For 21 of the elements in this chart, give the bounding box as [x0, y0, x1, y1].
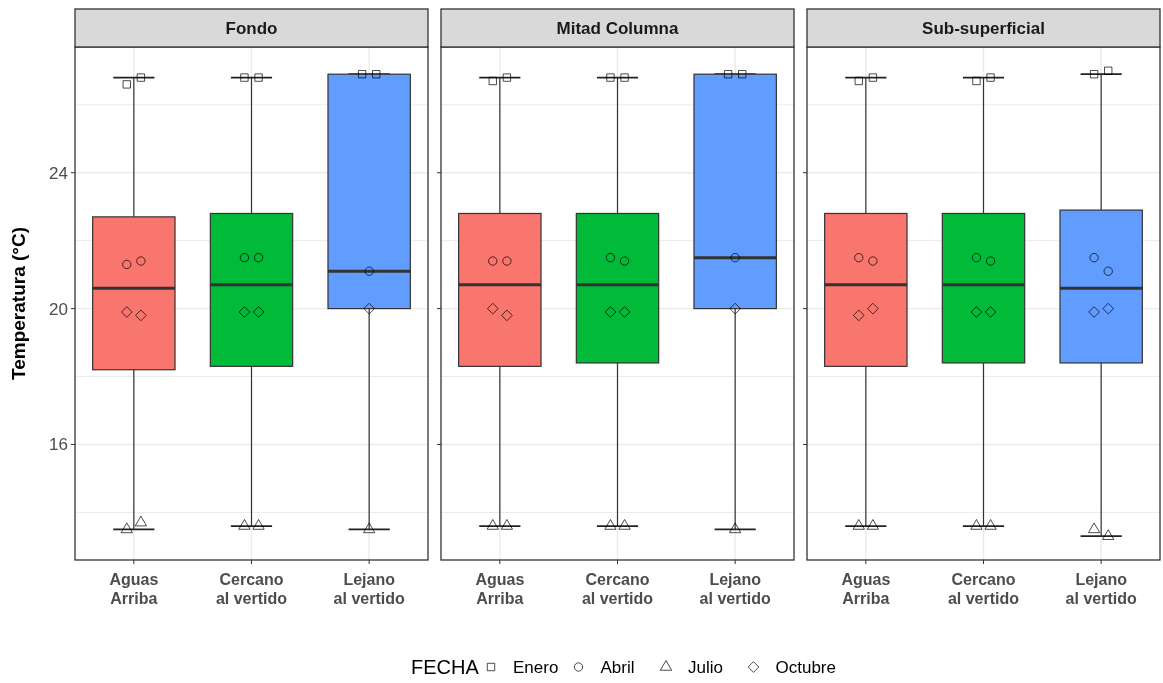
legend-label: Abril	[600, 658, 635, 677]
y-tick-label: 24	[49, 163, 68, 183]
legend-title: FECHA	[411, 656, 480, 678]
y-axis-title: Temperatura (°C)	[8, 227, 29, 380]
legend-label: Octubre	[775, 658, 836, 677]
chart-title: Mitad Columna	[556, 19, 679, 38]
x-tick-label: Cercano al vertido	[581, 571, 654, 607]
y-tick-label: 16	[49, 435, 68, 455]
x-tick-label: Aguas Arriba	[841, 571, 891, 607]
legend-label: Julio	[688, 658, 723, 677]
x-tick-label: Aguas Arriba	[475, 571, 525, 607]
chart-title: Fondo	[225, 19, 278, 38]
x-tick-label: Cercano al vertido	[215, 571, 288, 607]
legend-label: Enero	[513, 658, 559, 677]
x-tick-label: Lejano al vertido	[699, 571, 771, 607]
x-tick-label: Cercano al vertido	[947, 571, 1020, 607]
y-tick-label: 20	[49, 299, 68, 319]
x-tick-label: Aguas Arriba	[109, 571, 159, 607]
chart-title: Sub-superficial	[922, 19, 1045, 38]
x-tick-label: Lejano al vertido	[333, 571, 405, 607]
x-tick-label: Lejano al vertido	[1065, 571, 1137, 607]
